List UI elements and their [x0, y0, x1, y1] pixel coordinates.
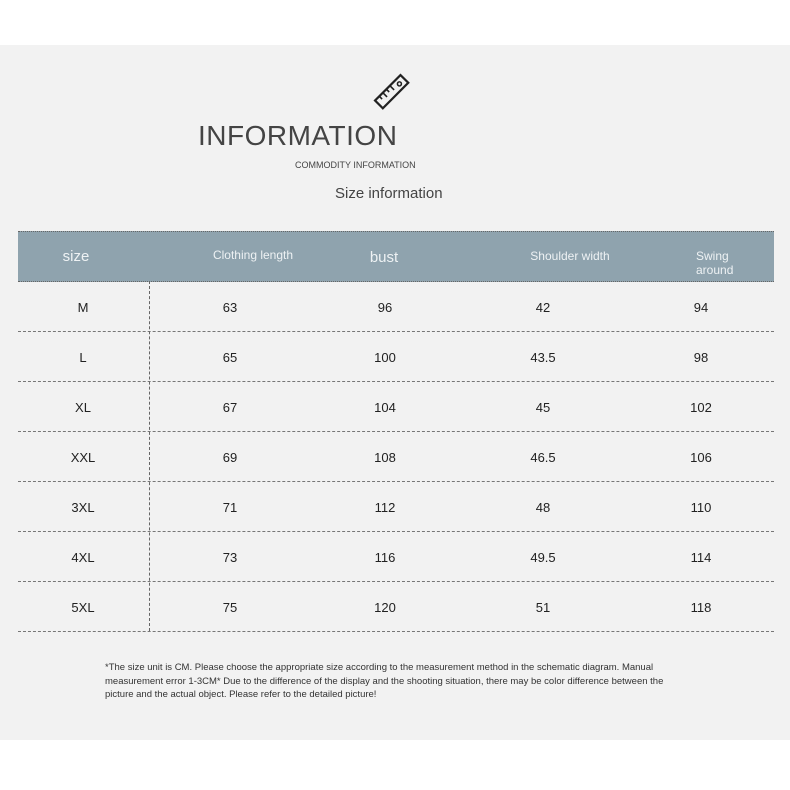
table-cell: 51 — [535, 600, 551, 615]
table-cell: M — [77, 300, 89, 315]
table-row: 3XL 71 112 48 110 — [18, 481, 774, 532]
page-title: INFORMATION — [198, 120, 398, 151]
table-cell: L — [79, 350, 87, 365]
table-cell: 45 — [535, 400, 551, 415]
page-subtitle: COMMODITY INFORMATION — [295, 160, 416, 170]
table-cell: 48 — [535, 500, 551, 515]
table-cell: 108 — [374, 450, 396, 465]
table-cell: 98 — [693, 350, 709, 365]
background-panel — [0, 45, 790, 740]
column-header: Clothing length — [212, 248, 294, 262]
table-cell: 65 — [222, 350, 238, 365]
table-cell: 49.5 — [530, 550, 556, 565]
table-row: L 65 100 43.5 98 — [18, 331, 774, 382]
table-cell: 118 — [690, 600, 712, 615]
table-cell: XXL — [70, 450, 96, 465]
table-cell: 114 — [690, 550, 712, 565]
table-cell: 63 — [222, 300, 238, 315]
column-header: size — [62, 248, 90, 265]
table-cell: 100 — [374, 350, 396, 365]
table-cell: 94 — [693, 300, 709, 315]
table-cell: XL — [75, 400, 91, 415]
table-cell: 73 — [222, 550, 238, 565]
table-cell: 120 — [374, 600, 396, 615]
column-header: Swing around — [696, 249, 734, 277]
table-cell: 3XL — [71, 500, 95, 515]
table-cell: 110 — [690, 500, 712, 515]
ruler-icon — [373, 73, 410, 110]
table-row: XXL 69 108 46.5 106 — [18, 431, 774, 482]
table-cell: 75 — [222, 600, 238, 615]
column-header: bust — [369, 249, 399, 266]
table-cell: 96 — [377, 300, 393, 315]
table-cell: 102 — [690, 400, 712, 415]
table-cell: 104 — [374, 400, 396, 415]
table-cell: 69 — [222, 450, 238, 465]
table-cell: 5XL — [71, 600, 95, 615]
size-note: *The size unit is CM. Please choose the … — [105, 662, 664, 700]
table-row: M 63 96 42 94 — [18, 281, 774, 332]
table-row: 5XL 75 120 51 118 — [18, 581, 774, 632]
table-cell: 112 — [374, 500, 396, 515]
table-cell: 4XL — [71, 550, 95, 565]
table-cell: 106 — [690, 450, 712, 465]
column-divider — [149, 281, 150, 631]
column-header: Shoulder width — [530, 249, 610, 263]
table-cell: 46.5 — [530, 450, 556, 465]
table-cell: 42 — [535, 300, 551, 315]
table-cell: 71 — [222, 500, 238, 515]
table-cell: 67 — [222, 400, 238, 415]
section-title: Size information — [335, 185, 443, 202]
table-row: XL 67 104 45 102 — [18, 381, 774, 432]
table-header: size Clothing length bust Shoulder width… — [18, 231, 774, 282]
table-cell: 43.5 — [530, 350, 556, 365]
table-row: 4XL 73 116 49.5 114 — [18, 531, 774, 582]
table-cell: 116 — [374, 550, 396, 565]
